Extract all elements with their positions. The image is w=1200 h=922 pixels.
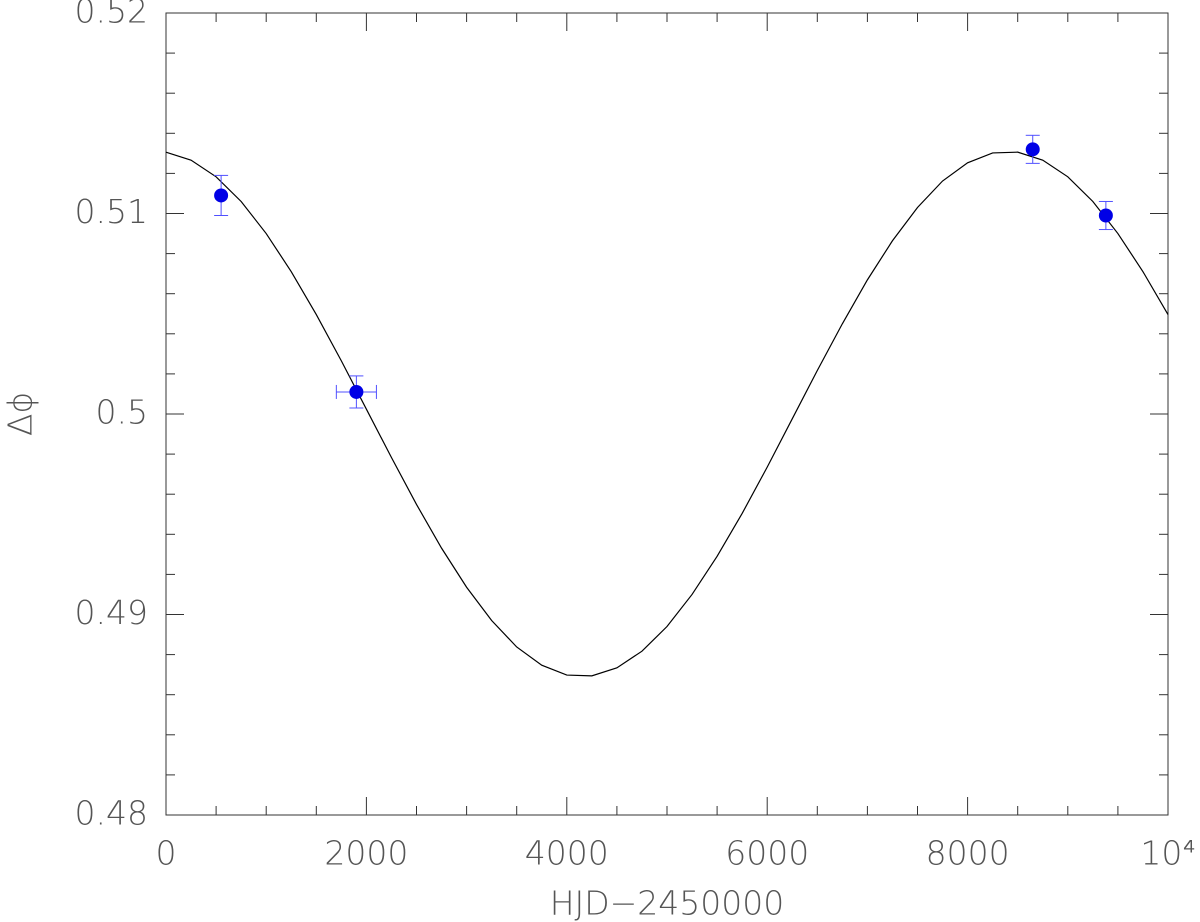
y-axis-label: Δϕ	[1, 392, 40, 436]
y-tick-label: 0.48	[75, 794, 148, 833]
y-tick-label: 0.51	[75, 192, 148, 231]
y-tick-label: 0.49	[75, 593, 148, 632]
fit-curve	[165, 151, 1169, 677]
data-point	[1098, 208, 1113, 223]
x-tick-label: 0	[156, 834, 177, 873]
data-point	[349, 384, 364, 399]
x-axis-label: HJD−2450000	[550, 884, 785, 922]
x-tick-label: 4000	[525, 834, 609, 873]
y-tick-label: 0.5	[96, 393, 148, 432]
plot-frame	[165, 12, 1169, 816]
x-tick-label: 8000	[926, 834, 1010, 873]
x-tick-label: 2000	[324, 834, 408, 873]
y-tick-label: 0.52	[75, 0, 148, 31]
x-tick-label: 10⁴	[1140, 834, 1195, 873]
data-point	[1025, 142, 1040, 157]
x-tick-label: 6000	[725, 834, 809, 873]
data-point	[214, 188, 229, 203]
